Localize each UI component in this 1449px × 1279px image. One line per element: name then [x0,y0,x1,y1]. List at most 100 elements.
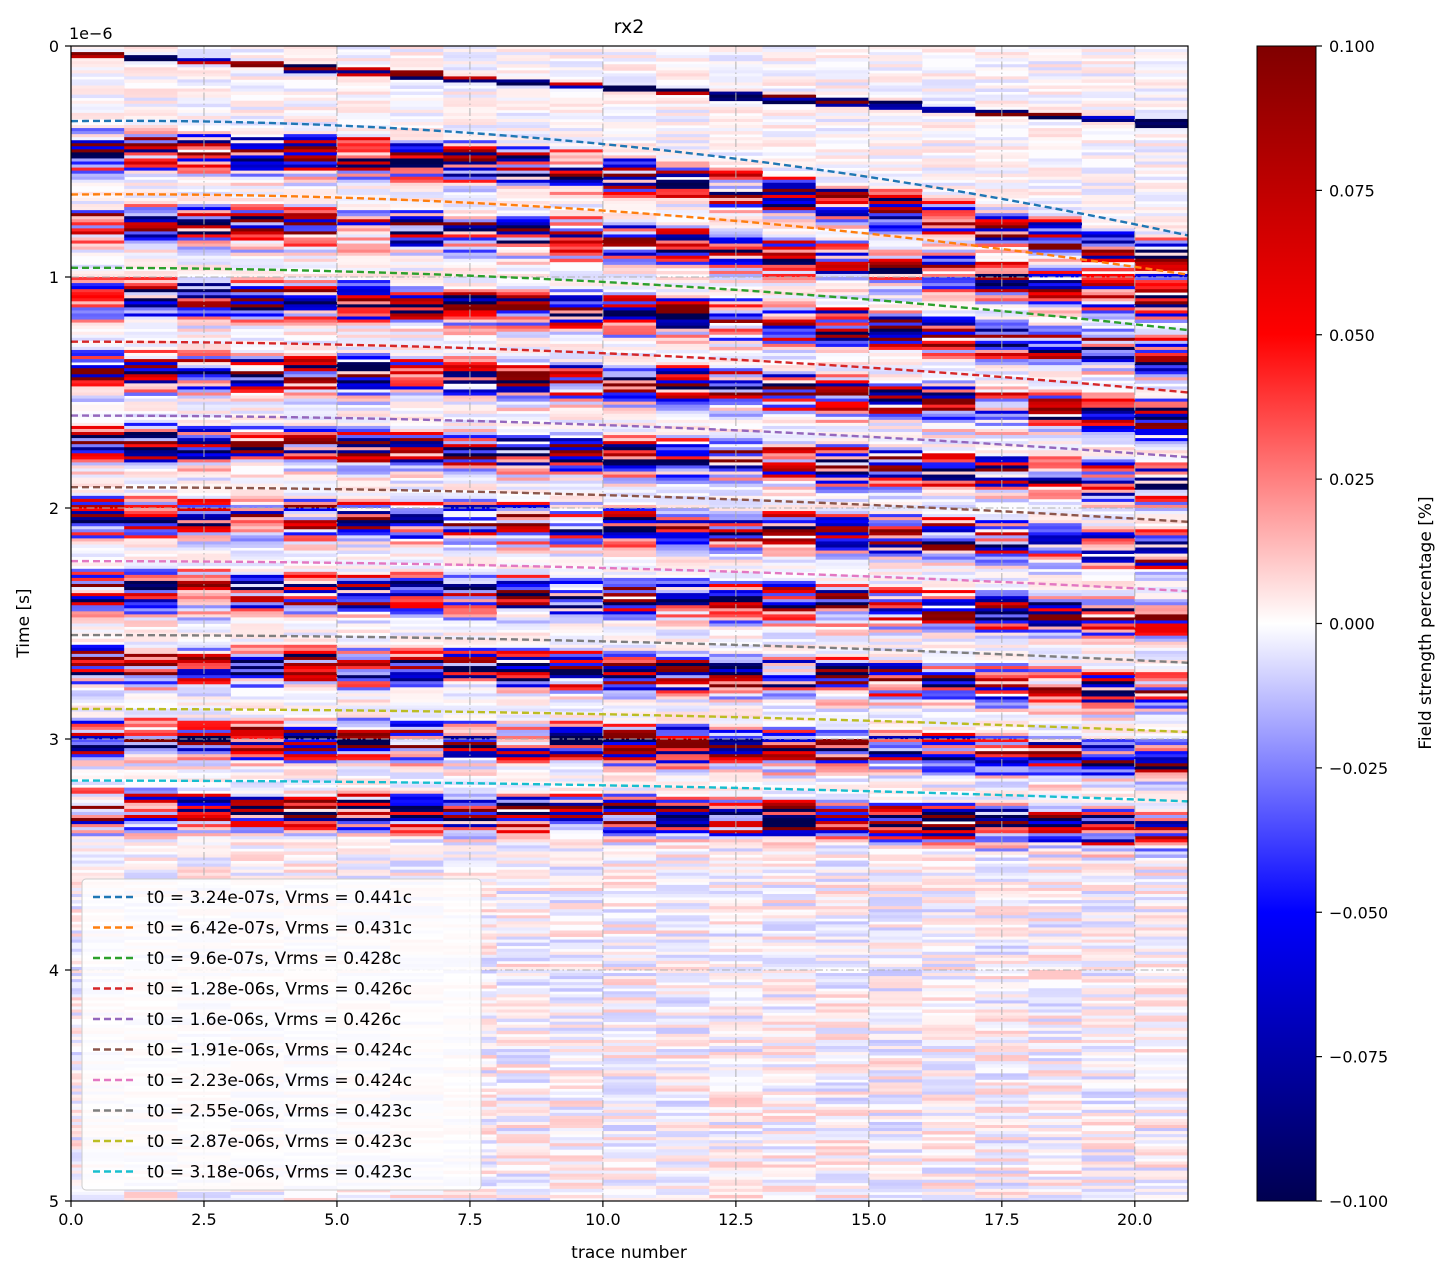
heatmap-cell [762,1134,817,1138]
heatmap-cell [336,672,391,676]
heatmap-cell [762,693,817,697]
heatmap-cell [230,76,285,80]
heatmap-cell [602,352,657,357]
heatmap-cell [602,286,657,290]
heatmap-cell [602,976,657,980]
heatmap-cell [762,1100,817,1105]
heatmap-cell [762,687,817,691]
heatmap-cell [390,483,444,488]
heatmap-cell [656,210,710,214]
heatmap-cell [124,514,178,518]
heatmap-cell [71,334,125,339]
heatmap-cell [124,772,178,776]
heatmap-cell [656,960,710,965]
heatmap-cell [762,541,817,545]
heatmap-cell [390,368,444,372]
heatmap-cell [762,453,817,457]
heatmap-cell [283,213,338,217]
heatmap-cell [230,213,285,217]
heatmap-cell [549,368,604,372]
trace-column [602,49,657,1201]
heatmap-cell [496,605,551,609]
heatmap-cell [124,696,178,700]
heatmap-cell [815,270,870,275]
heatmap-cell [656,973,710,977]
heatmap-cell [71,562,125,567]
heatmap-cell [496,948,551,953]
heatmap-cell [549,562,604,567]
heatmap-cell [602,830,657,834]
heatmap-cell [230,769,285,773]
heatmap-cell [496,553,551,558]
heatmap-cell [602,921,657,925]
heatmap-cell [336,237,391,241]
heatmap-cell [549,1161,604,1165]
heatmap-cell [602,526,657,530]
heatmap-cell [656,663,710,667]
heatmap-cell [496,982,551,986]
heatmap-cell [71,696,125,700]
heatmap-cell [336,349,391,354]
heatmap-cell [762,1149,817,1153]
heatmap-cell [336,109,391,114]
heatmap-cell [602,538,657,542]
heatmap-cell [336,605,391,609]
heatmap-cell [656,1164,710,1168]
heatmap-cell [283,729,338,734]
heatmap-cell [390,298,444,302]
heatmap-cell [230,818,285,822]
heatmap-cell [762,948,817,953]
heatmap-cell [549,82,604,86]
heatmap-cell [549,422,604,427]
heatmap-cell [71,666,125,670]
heatmap-cell [390,614,444,618]
heatmap-cell [762,447,817,451]
heatmap-cell [602,419,657,424]
heatmap-cell [656,422,710,427]
heatmap-cell [656,495,710,500]
heatmap-cell [602,1061,657,1065]
heatmap-cell [230,659,285,664]
heatmap-cell [124,827,178,831]
heatmap-cell [549,185,604,190]
heatmap-cell [390,830,444,834]
heatmap-cell [390,808,444,813]
heatmap-cell [230,188,285,193]
heatmap-cell [762,486,817,491]
heatmap-cell [71,82,125,86]
heatmap-cell [602,283,657,287]
heatmap-cell [230,228,285,232]
heatmap-cell [230,720,285,725]
heatmap-cell [602,267,657,272]
heatmap-cell [762,957,817,962]
heatmap-cell [656,197,710,202]
heatmap-cell [230,842,285,846]
heatmap-cell [230,766,285,770]
heatmap-cell [336,292,391,296]
heatmap-cell [815,529,870,533]
heatmap-cell [602,386,657,390]
heatmap-cell [656,851,710,855]
heatmap-cell [283,134,338,138]
heatmap-cell [283,860,338,865]
heatmap-cell [762,830,817,834]
heatmap-cell [815,328,870,333]
heatmap-cell [602,647,657,652]
heatmap-cell [336,675,391,679]
heatmap-cell [496,678,551,682]
heatmap-cell [390,401,444,406]
heatmap-cell [283,73,338,77]
heatmap-cell [230,872,285,877]
heatmap-cell [71,732,125,737]
heatmap-cell [390,100,444,105]
heatmap-cell [496,386,551,390]
heatmap-cell [762,501,817,506]
heatmap-cell [71,343,125,348]
heatmap-cell [124,669,178,673]
heatmap-cell [390,85,444,89]
heatmap-cell [762,194,817,199]
heatmap-cell [390,134,444,138]
heatmap-cell [336,207,391,211]
heatmap-cell [230,696,285,700]
heatmap-cell [602,605,657,609]
